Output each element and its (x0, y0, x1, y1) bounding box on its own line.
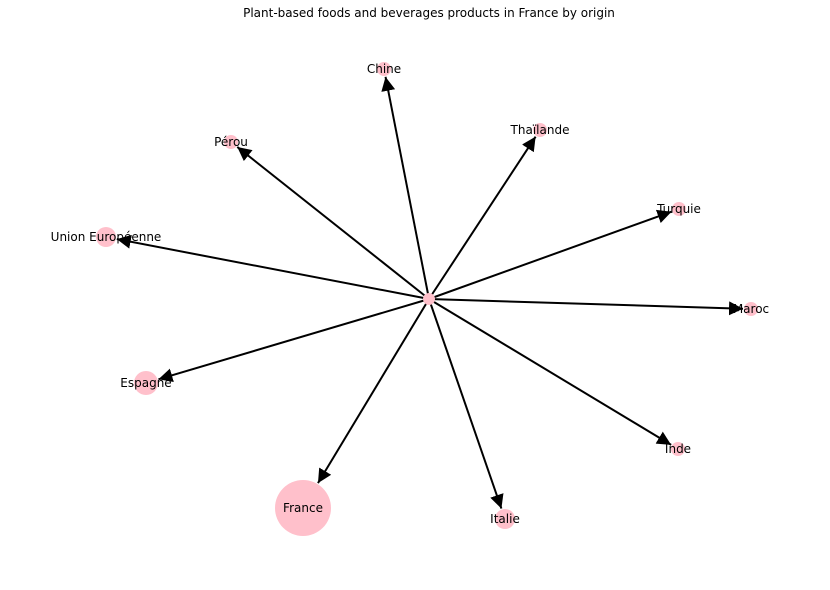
edge-center-italie (428, 298, 504, 509)
node-label-espagne: Espagne (120, 376, 171, 390)
node-france (275, 480, 331, 536)
edge-center-espagne (158, 298, 430, 383)
edge-center-inde (428, 298, 672, 446)
node-chine (377, 62, 391, 76)
node-italie (495, 509, 515, 529)
edge-center-france (317, 298, 430, 484)
edge-center-perou (236, 146, 430, 300)
node-label-maroc: Maroc (733, 302, 769, 316)
node-label-perou: Pérou (214, 135, 248, 149)
node-label-italie: Italie (490, 512, 520, 526)
edge-center-turquie (428, 209, 672, 300)
node-center (423, 293, 435, 305)
node-label-turquie: Turquie (656, 202, 701, 216)
edge-center-chine (381, 76, 430, 300)
node-label-union-europeenne: Union Européenne (51, 230, 162, 244)
labels-layer: Chine Thaïlande Pérou Turquie Union Européen… (51, 62, 770, 526)
node-turquie (672, 202, 686, 216)
node-label-france: France (283, 501, 323, 515)
edge-center-thailande (428, 136, 537, 300)
edge-center-union-europeenne (116, 234, 430, 300)
node-label-thailande: Thaïlande (510, 123, 570, 137)
node-perou (224, 135, 238, 149)
edges-layer (116, 76, 744, 509)
node-union-europeenne (96, 227, 116, 247)
diagram-title: Plant-based foods and beverages products… (243, 6, 615, 20)
nodes-layer (96, 62, 758, 536)
node-label-chine: Chine (367, 62, 401, 76)
node-inde (671, 442, 685, 456)
node-thailande (533, 123, 547, 137)
node-espagne (134, 371, 158, 395)
node-maroc (744, 302, 758, 316)
node-label-inde: Inde (665, 442, 691, 456)
edge-center-maroc (428, 298, 744, 316)
